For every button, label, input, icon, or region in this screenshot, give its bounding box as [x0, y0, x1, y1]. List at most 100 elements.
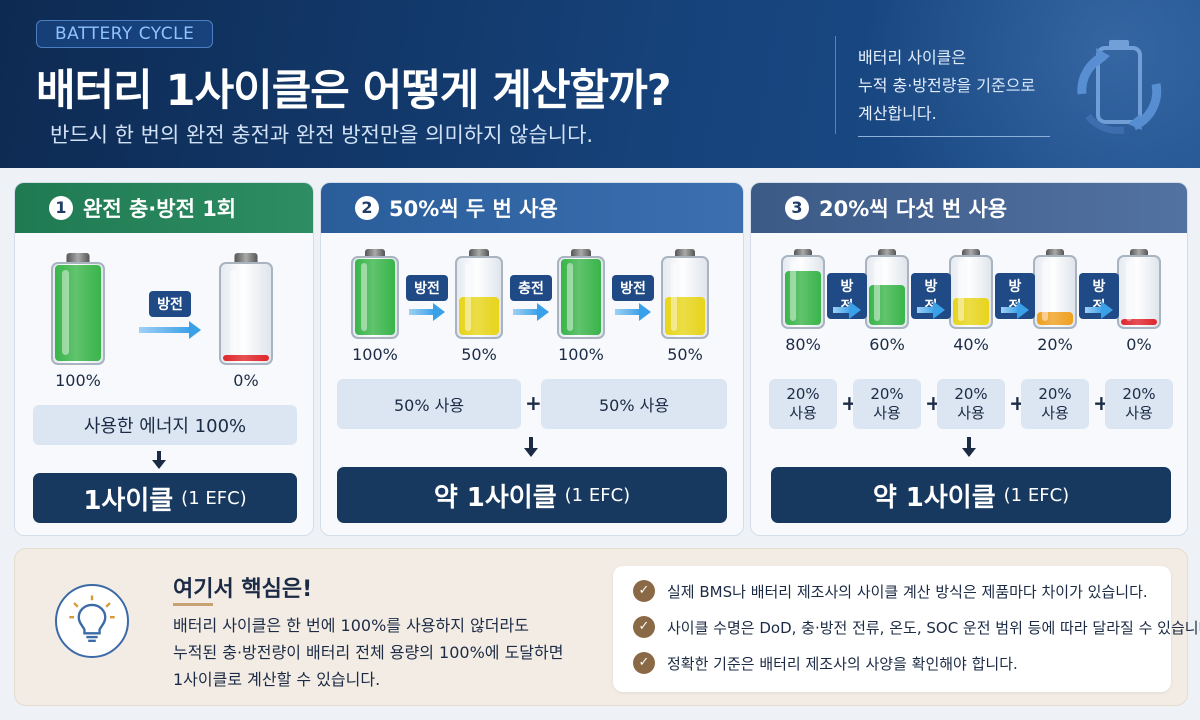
- battery-shine: [62, 269, 69, 356]
- scenario-card-full-cycle: 1 완전 충·방전 1회 100% 0% 방전 사용한 에너지 100% 1사이클…: [14, 182, 314, 536]
- scenario-card-fifth-five: 3 20%씩 다섯 번 사용 80%60%40%20%0%방전방전방전방전 20…: [750, 182, 1188, 536]
- battery-shine: [1126, 261, 1132, 322]
- side-note-line: 누적 충·방전량을 기준으로: [858, 76, 1036, 95]
- battery-icon: [557, 249, 605, 339]
- battery-level-label: 0%: [1126, 335, 1152, 354]
- action-label: 방전: [612, 275, 654, 301]
- note-text: 실제 BMS나 배터리 제조사의 사이클 계산 방식은 제품마다 차이가 있습니…: [667, 582, 1148, 601]
- battery-body: [51, 262, 105, 365]
- usage-word: 사용: [789, 404, 817, 422]
- action-discharge: 방전: [137, 291, 203, 317]
- battery-level-label: 60%: [869, 335, 905, 354]
- note-text: 사이클 수명은 DoD, 충·방전 전류, 온도, SOC 운전 범위 등에 따…: [667, 618, 1200, 637]
- usage-box: 20% 사용: [1105, 379, 1173, 429]
- note-text: 정확한 기준은 배터리 제조사의 사양을 확인해야 합니다.: [667, 654, 1018, 673]
- usage-box: 20% 사용: [769, 379, 837, 429]
- battery-icon: [661, 249, 709, 339]
- step-number: 2: [355, 196, 379, 220]
- note-item: ✓ 정확한 기준은 배터리 제조사의 사양을 확인해야 합니다.: [633, 652, 1018, 674]
- battery-fill: [355, 259, 395, 335]
- battery-fill: [55, 265, 101, 361]
- arrow-right-icon: [1001, 301, 1029, 319]
- action-label: 충전: [510, 275, 552, 301]
- header-banner: BATTERY CYCLE 배터리 1사이클은 어떻게 계산할까? 반드시 한 …: [0, 0, 1200, 168]
- side-note-underline: [858, 136, 1050, 137]
- page-subtitle: 반드시 한 번의 완전 충전과 완전 방전만을 의미하지 않습니다.: [50, 123, 594, 147]
- usage-percent: 20%: [954, 385, 988, 403]
- battery-terminal: [234, 253, 258, 263]
- card-title: 20%씩 다섯 번 사용: [819, 197, 1008, 221]
- battery-fill: [785, 271, 821, 325]
- down-arrow-icon: [524, 437, 538, 457]
- action-label: 방전: [149, 291, 191, 317]
- result-box: 약 1사이클 (1 EFC): [337, 467, 727, 523]
- battery-body: [661, 256, 709, 339]
- arrow-right-icon: [833, 301, 861, 319]
- battery-level-label: 50%: [461, 345, 497, 364]
- arrow-right-icon: [1085, 301, 1113, 319]
- card-header: 3 20%씩 다섯 번 사용: [751, 183, 1187, 233]
- battery-body: [219, 262, 273, 365]
- battery-body: [865, 255, 909, 329]
- plus-sign: +: [525, 391, 542, 415]
- page-title: 배터리 1사이클은 어떻게 계산할까?: [36, 66, 672, 116]
- battery-shine: [566, 262, 574, 331]
- battery-shine: [230, 269, 237, 356]
- battery-shine: [670, 262, 678, 331]
- battery-fill: [223, 355, 269, 361]
- battery-fill: [561, 259, 601, 335]
- battery-body: [781, 255, 825, 329]
- usage-percent: 20%: [1038, 385, 1072, 403]
- usage-box: 50% 사용: [541, 379, 727, 429]
- battery-cycle-icon: [1077, 40, 1162, 134]
- step-number: 1: [49, 196, 73, 220]
- battery-icon: [949, 249, 993, 329]
- action-step: 방전: [403, 275, 451, 301]
- key-point-line: 배터리 사이클은 한 번에 100%를 사용하지 않더라도: [173, 616, 529, 635]
- battery-icon: [865, 249, 909, 329]
- action-step: 방전: [609, 275, 657, 301]
- battery-terminal: [794, 249, 812, 256]
- usage-word: 사용: [957, 404, 985, 422]
- down-arrow-icon: [152, 451, 166, 469]
- battery-level-label: 50%: [667, 345, 703, 364]
- usage-word: 사용: [1125, 404, 1153, 422]
- battery-level-label: 0%: [233, 371, 259, 390]
- result-main: 약 1사이클: [433, 482, 557, 513]
- battery-icon: [1117, 249, 1161, 329]
- result-sub: (1 EFC): [1003, 484, 1070, 506]
- key-point-title: 여기서 핵심은!: [173, 577, 313, 602]
- card-title: 50%씩 두 번 사용: [389, 197, 558, 221]
- key-point-body: 배터리 사이클은 한 번에 100%를 사용하지 않더라도 누적된 충·방전량이…: [173, 612, 563, 693]
- lightbulb-icon: [55, 584, 129, 658]
- result-main: 1사이클: [83, 485, 174, 516]
- usage-percent: 20%: [870, 385, 904, 403]
- battery-shine: [874, 261, 880, 322]
- check-icon: ✓: [633, 616, 655, 638]
- key-point-panel: 여기서 핵심은! 배터리 사이클은 한 번에 100%를 사용하지 않더라도 누…: [14, 548, 1200, 706]
- side-note-line: 배터리 사이클은: [858, 48, 967, 67]
- battery-terminal: [962, 249, 980, 256]
- battery-level-label: 20%: [1037, 335, 1073, 354]
- battery-shine: [360, 262, 368, 331]
- battery-level-label: 100%: [558, 345, 604, 364]
- battery-icon: [51, 253, 105, 365]
- category-tag: BATTERY CYCLE: [36, 20, 214, 48]
- arrow-right-icon: [409, 303, 445, 321]
- battery-icon: [219, 253, 273, 365]
- down-arrow-icon: [962, 437, 976, 457]
- action-step: 충전: [507, 275, 555, 301]
- battery-body: [455, 256, 503, 339]
- battery-shine: [1042, 261, 1048, 322]
- side-note-line: 계산합니다.: [858, 104, 937, 123]
- battery-terminal: [675, 249, 695, 257]
- usage-box: 20% 사용: [853, 379, 921, 429]
- step-number: 3: [785, 196, 809, 220]
- battery-terminal: [1046, 249, 1064, 256]
- card-title: 완전 충·방전 1회: [83, 197, 237, 221]
- battery-fill: [1121, 319, 1157, 325]
- card-header: 1 완전 충·방전 1회: [15, 183, 313, 233]
- battery-icon: [351, 249, 399, 339]
- header-divider: [835, 36, 836, 134]
- battery-terminal: [365, 249, 385, 257]
